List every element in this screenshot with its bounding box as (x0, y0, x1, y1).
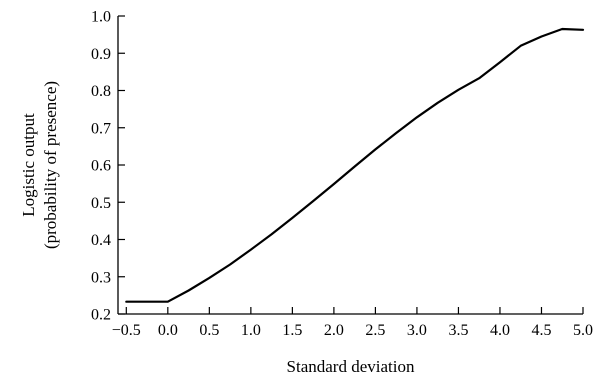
y-tick-label: 0.9 (91, 46, 111, 63)
series-line (125, 27, 585, 303)
y-tick-label: 0.5 (91, 195, 111, 212)
x-axis-title: Standard deviation (287, 357, 415, 376)
y-axis-title-line-2: (probability of presence) (41, 81, 60, 249)
y-tick-label: 0.2 (91, 307, 111, 324)
x-tick-label: 3.5 (448, 322, 468, 339)
y-tick-label: 1.0 (91, 9, 111, 26)
x-tick-label: 4.0 (490, 322, 510, 339)
y-tick-label: 0.6 (91, 158, 111, 175)
x-tick-label: 2.0 (324, 322, 344, 339)
y-tick-label: 0.4 (91, 232, 111, 249)
x-tick-label: 3.0 (407, 322, 427, 339)
x-tick-label: 0.0 (158, 322, 178, 339)
x-tick-label: 2.5 (365, 322, 385, 339)
y-axis-title-line-1: Logistic output (19, 113, 38, 217)
x-tick-label: −0.5 (112, 322, 141, 339)
y-tick-label: 0.7 (91, 120, 111, 137)
x-axis-ticks: −0.5 0.0 0.5 1.0 1.5 2.0 2.5 3.0 3.5 4.0 4.5 5.0 (112, 307, 593, 339)
x-tick-label: 1.0 (241, 322, 261, 339)
x-tick-label: 0.5 (199, 322, 219, 339)
y-axis-ticks: 0.2 0.3 0.4 0.5 0.6 0.7 0.8 0.9 1.0 (91, 9, 125, 324)
x-tick-label: 1.5 (282, 322, 302, 339)
y-tick-label: 0.8 (91, 83, 111, 100)
y-tick-label: 0.3 (91, 269, 111, 286)
x-tick-label: 5.0 (573, 322, 593, 339)
x-tick-label: 4.5 (531, 322, 551, 339)
